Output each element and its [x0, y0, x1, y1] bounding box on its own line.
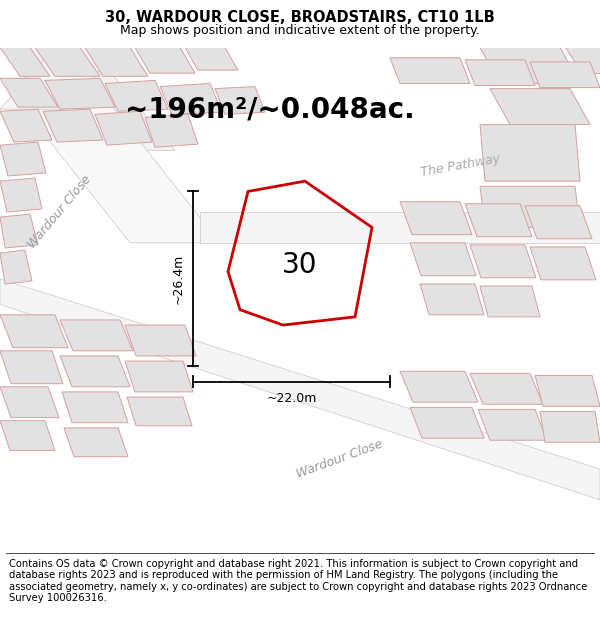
- Polygon shape: [0, 78, 220, 243]
- Polygon shape: [60, 356, 130, 387]
- Polygon shape: [0, 78, 58, 107]
- Polygon shape: [480, 286, 540, 317]
- Text: Wardour Close: Wardour Close: [26, 173, 94, 251]
- Polygon shape: [0, 387, 59, 418]
- Polygon shape: [0, 351, 63, 384]
- Polygon shape: [62, 392, 128, 422]
- Polygon shape: [478, 409, 547, 440]
- Polygon shape: [410, 408, 484, 438]
- Polygon shape: [540, 411, 600, 442]
- Polygon shape: [35, 48, 100, 76]
- Polygon shape: [0, 421, 55, 451]
- Polygon shape: [105, 81, 168, 111]
- Polygon shape: [490, 89, 590, 124]
- Text: 30: 30: [282, 251, 318, 279]
- Polygon shape: [135, 48, 195, 73]
- Text: ~26.4m: ~26.4m: [172, 254, 185, 304]
- Polygon shape: [125, 325, 196, 356]
- Polygon shape: [480, 48, 580, 84]
- Polygon shape: [470, 373, 543, 404]
- Polygon shape: [480, 186, 580, 228]
- Polygon shape: [420, 284, 484, 315]
- Polygon shape: [215, 87, 265, 114]
- Polygon shape: [465, 60, 535, 86]
- Text: 30, WARDOUR CLOSE, BROADSTAIRS, CT10 1LB: 30, WARDOUR CLOSE, BROADSTAIRS, CT10 1LB: [105, 11, 495, 26]
- Polygon shape: [60, 320, 133, 351]
- Polygon shape: [0, 279, 600, 500]
- Polygon shape: [400, 202, 472, 234]
- Polygon shape: [0, 48, 120, 109]
- Polygon shape: [0, 48, 50, 76]
- Text: The Pathway: The Pathway: [419, 152, 501, 179]
- Polygon shape: [0, 109, 52, 142]
- Polygon shape: [185, 48, 238, 70]
- Text: Contains OS data © Crown copyright and database right 2021. This information is : Contains OS data © Crown copyright and d…: [9, 559, 587, 603]
- Text: Map shows position and indicative extent of the property.: Map shows position and indicative extent…: [120, 24, 480, 37]
- Polygon shape: [400, 371, 478, 402]
- Text: ~196m²/~0.048ac.: ~196m²/~0.048ac.: [125, 95, 415, 123]
- Polygon shape: [127, 397, 192, 426]
- Polygon shape: [95, 111, 152, 145]
- Polygon shape: [465, 204, 532, 237]
- Polygon shape: [530, 247, 596, 280]
- Polygon shape: [535, 376, 600, 406]
- Polygon shape: [0, 315, 68, 348]
- Polygon shape: [160, 84, 222, 114]
- Polygon shape: [480, 124, 580, 181]
- Polygon shape: [410, 243, 476, 276]
- Polygon shape: [0, 48, 175, 150]
- Polygon shape: [525, 206, 592, 239]
- Polygon shape: [145, 114, 198, 148]
- Polygon shape: [85, 48, 148, 76]
- Polygon shape: [0, 250, 32, 284]
- Polygon shape: [530, 62, 600, 88]
- Polygon shape: [0, 214, 38, 248]
- Polygon shape: [200, 212, 600, 243]
- Polygon shape: [0, 142, 46, 176]
- Text: ~22.0m: ~22.0m: [266, 392, 317, 405]
- Polygon shape: [64, 428, 128, 457]
- Polygon shape: [43, 109, 103, 142]
- Polygon shape: [565, 48, 600, 73]
- Polygon shape: [470, 245, 536, 278]
- Polygon shape: [390, 58, 470, 84]
- Polygon shape: [45, 78, 115, 109]
- Polygon shape: [0, 178, 42, 212]
- Text: Wardour Close: Wardour Close: [295, 437, 385, 481]
- Polygon shape: [125, 361, 193, 392]
